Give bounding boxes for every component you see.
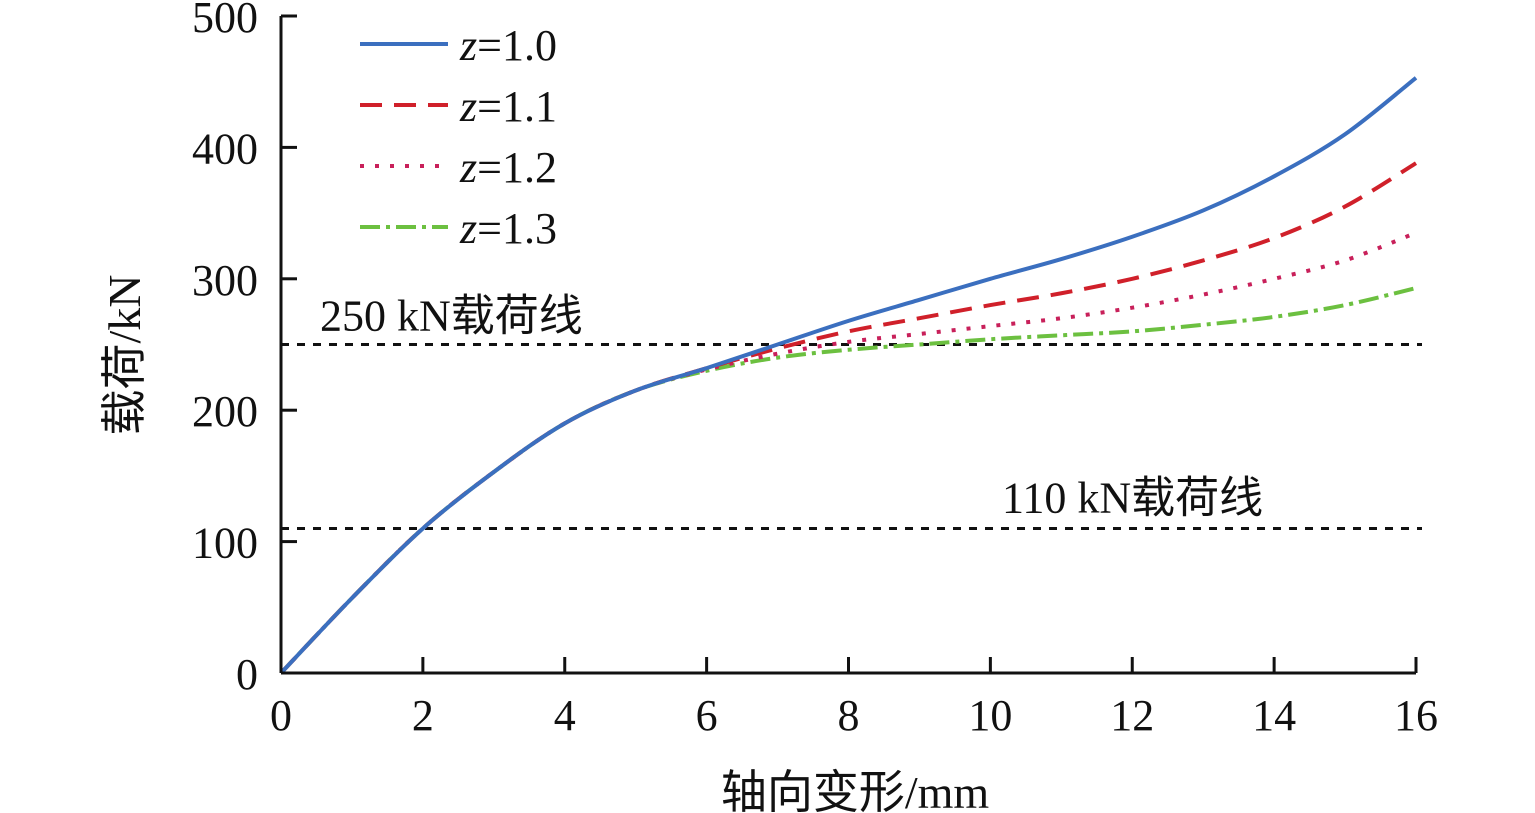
x-tick-label: 4 [554, 691, 576, 740]
x-tick-label: 8 [838, 691, 860, 740]
legend-value: =1.2 [477, 143, 557, 192]
x-axis-label: 轴向变形/mm [721, 767, 990, 813]
series-line-z-1-1 [279, 161, 1418, 675]
series-line-z-1-0 [279, 76, 1418, 675]
legend-entry: z=1.2 [459, 143, 557, 192]
legend-entry: z=1.1 [459, 82, 557, 131]
legend-var: z [459, 204, 477, 253]
x-tick-label: 10 [968, 691, 1012, 740]
y-tick-label: 500 [192, 0, 258, 42]
y-tick-label: 400 [192, 124, 258, 173]
y-tick-label: 100 [192, 519, 258, 568]
legend-value: =1.1 [477, 82, 557, 131]
x-tick-label: 2 [412, 691, 434, 740]
x-tick-label: 12 [1110, 691, 1154, 740]
legend-var: z [459, 82, 477, 131]
y-tick-label: 200 [192, 387, 258, 436]
legend-value: =1.0 [477, 21, 557, 70]
legend-value: =1.3 [477, 204, 557, 253]
legend-entry: z=1.3 [459, 204, 557, 253]
reference-label-250: 250 kN载荷线 [320, 292, 583, 341]
reference-label-110: 110 kN载荷线 [1002, 473, 1263, 522]
y-tick-label: 0 [236, 650, 258, 699]
legend-entry: z=1.0 [459, 21, 557, 70]
legend-var: z [459, 143, 477, 192]
y-axis-label: 载荷/kN [99, 275, 150, 436]
axes: 0 2 4 6 8 10 12 14 16 0 100 200 300 400 500 [192, 0, 1438, 740]
x-tick-label: 16 [1394, 691, 1438, 740]
legend: z=1.0z=1.1z=1.2z=1.3 [360, 21, 557, 253]
series-line-z-1-3 [279, 286, 1417, 675]
x-tick-label: 0 [270, 691, 292, 740]
x-tick-label: 6 [696, 691, 718, 740]
x-tick-label: 14 [1252, 691, 1296, 740]
legend-var: z [459, 21, 477, 70]
y-tick-label: 300 [192, 256, 258, 305]
